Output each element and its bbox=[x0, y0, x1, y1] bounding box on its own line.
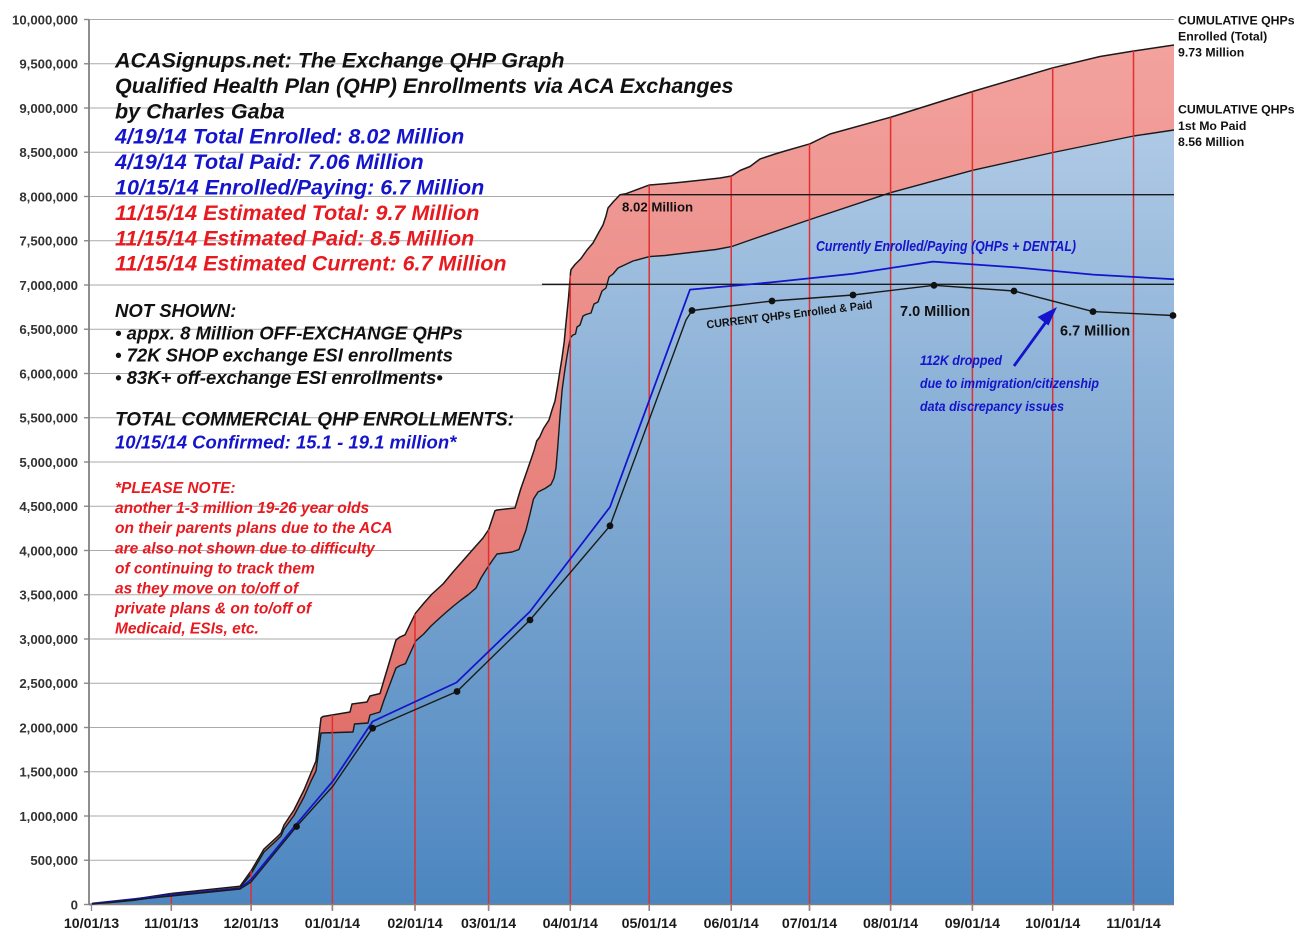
svg-text:Qualified Health Plan (QHP) En: Qualified Health Plan (QHP) Enrollments … bbox=[115, 74, 734, 98]
svg-text:7,500,000: 7,500,000 bbox=[19, 234, 78, 249]
svg-text:112K dropped: 112K dropped bbox=[920, 353, 1002, 369]
svg-text:6,500,000: 6,500,000 bbox=[19, 322, 78, 337]
svg-text:5,500,000: 5,500,000 bbox=[19, 411, 78, 426]
svg-text:another 1-3 million 19-26 year: another 1-3 million 19-26 year olds bbox=[115, 500, 369, 517]
svg-text:as they move on to/off of: as they move on to/off of bbox=[115, 581, 300, 598]
svg-text:of continuing to track them: of continuing to track them bbox=[115, 560, 315, 577]
svg-text:8,000,000: 8,000,000 bbox=[19, 189, 78, 204]
svg-text:11/01/14: 11/01/14 bbox=[1106, 916, 1161, 932]
svg-text:on their parents plans due to: on their parents plans due to the ACA bbox=[115, 520, 393, 537]
svg-text:4,000,000: 4,000,000 bbox=[19, 543, 78, 558]
svg-text:4/19/14 Total Paid: 7.06 Milli: 4/19/14 Total Paid: 7.06 Million bbox=[114, 150, 424, 174]
svg-text:09/01/14: 09/01/14 bbox=[945, 916, 1000, 932]
svg-text:11/15/14 Estimated Paid: 8.5 M: 11/15/14 Estimated Paid: 8.5 Million bbox=[115, 226, 474, 250]
svg-text:04/01/14: 04/01/14 bbox=[543, 916, 598, 932]
svg-text:10/01/13: 10/01/13 bbox=[64, 916, 119, 932]
svg-text:by Charles Gaba: by Charles Gaba bbox=[115, 99, 285, 123]
svg-text:10/15/14 Confirmed: 15.1 - 19.: 10/15/14 Confirmed: 15.1 - 19.1 million* bbox=[115, 432, 457, 453]
svg-text:• appx. 8 Million OFF-EXCHANGE: • appx. 8 Million OFF-EXCHANGE QHPs bbox=[115, 322, 463, 343]
svg-text:4/19/14 Total Enrolled: 8.02 M: 4/19/14 Total Enrolled: 8.02 Million bbox=[114, 125, 464, 149]
svg-text:due to immigration/citizenship: due to immigration/citizenship bbox=[920, 376, 1099, 392]
svg-text:8.02 Million: 8.02 Million bbox=[622, 200, 693, 215]
svg-text:2,500,000: 2,500,000 bbox=[19, 676, 78, 691]
svg-text:1st Mo Paid: 1st Mo Paid bbox=[1178, 119, 1246, 133]
svg-text:Enrolled (Total): Enrolled (Total) bbox=[1178, 30, 1267, 44]
svg-text:5,000,000: 5,000,000 bbox=[19, 455, 78, 470]
svg-text:• 83K+ off-exchange ESI enroll: • 83K+ off-exchange ESI enrollments• bbox=[115, 367, 443, 388]
svg-text:05/01/14: 05/01/14 bbox=[622, 916, 677, 932]
svg-text:8.56 Million: 8.56 Million bbox=[1178, 135, 1244, 149]
svg-text:11/15/14 Estimated Current: 6.: 11/15/14 Estimated Current: 6.7 Million bbox=[115, 252, 507, 276]
svg-text:7,000,000: 7,000,000 bbox=[19, 278, 78, 293]
svg-text:CUMULATIVE QHPs: CUMULATIVE QHPs bbox=[1178, 14, 1295, 28]
svg-text:7.0 Million: 7.0 Million bbox=[900, 304, 970, 320]
svg-text:10/15/14 Enrolled/Paying: 6.7: 10/15/14 Enrolled/Paying: 6.7 Million bbox=[115, 176, 484, 200]
svg-text:*PLEASE NOTE:: *PLEASE NOTE: bbox=[115, 480, 236, 497]
svg-text:11/15/14 Estimated Total: 9.7: 11/15/14 Estimated Total: 9.7 Million bbox=[115, 201, 479, 225]
svg-text:• 72K SHOP exchange ESI enroll: • 72K SHOP exchange ESI enrollments bbox=[115, 345, 453, 366]
svg-text:0: 0 bbox=[71, 897, 78, 912]
svg-text:TOTAL COMMERCIAL QHP ENROLLMEN: TOTAL COMMERCIAL QHP ENROLLMENTS: bbox=[115, 410, 514, 431]
svg-text:3,500,000: 3,500,000 bbox=[19, 588, 78, 603]
svg-text:500,000: 500,000 bbox=[30, 853, 78, 868]
svg-text:6.7 Million: 6.7 Million bbox=[1060, 324, 1130, 340]
svg-text:9.73 Million: 9.73 Million bbox=[1178, 46, 1244, 60]
svg-text:10,000,000: 10,000,000 bbox=[12, 12, 78, 27]
svg-text:07/01/14: 07/01/14 bbox=[782, 916, 837, 932]
svg-text:12/01/13: 12/01/13 bbox=[223, 916, 278, 932]
svg-text:01/01/14: 01/01/14 bbox=[305, 916, 360, 932]
svg-text:06/01/14: 06/01/14 bbox=[704, 916, 759, 932]
svg-text:8,500,000: 8,500,000 bbox=[19, 145, 78, 160]
svg-text:CUMULATIVE QHPs: CUMULATIVE QHPs bbox=[1178, 103, 1295, 117]
svg-text:08/01/14: 08/01/14 bbox=[863, 916, 918, 932]
svg-text:1,000,000: 1,000,000 bbox=[19, 809, 78, 824]
svg-text:data discrepancy issues: data discrepancy issues bbox=[920, 399, 1064, 415]
svg-text:2,000,000: 2,000,000 bbox=[19, 720, 78, 735]
svg-text:4,500,000: 4,500,000 bbox=[19, 499, 78, 514]
svg-text:03/01/14: 03/01/14 bbox=[461, 916, 516, 932]
svg-text:10/01/14: 10/01/14 bbox=[1025, 916, 1080, 932]
svg-text:11/01/13: 11/01/13 bbox=[144, 916, 199, 932]
svg-text:NOT SHOWN:: NOT SHOWN: bbox=[115, 300, 236, 321]
svg-text:02/01/14: 02/01/14 bbox=[387, 916, 442, 932]
svg-text:private plans & on to/off of: private plans & on to/off of bbox=[114, 601, 313, 618]
svg-text:1,500,000: 1,500,000 bbox=[19, 765, 78, 780]
svg-text:ACASignups.net: The Exchange Q: ACASignups.net: The Exchange QHP Graph bbox=[114, 49, 565, 73]
svg-text:Currently Enrolled/Paying (QHP: Currently Enrolled/Paying (QHPs + DENTAL… bbox=[816, 238, 1076, 255]
svg-text:are also not shown due to diff: are also not shown due to difficulty bbox=[115, 540, 376, 557]
svg-text:9,000,000: 9,000,000 bbox=[19, 101, 78, 116]
svg-text:3,000,000: 3,000,000 bbox=[19, 632, 78, 647]
svg-text:Medicaid, ESIs, etc.: Medicaid, ESIs, etc. bbox=[115, 621, 259, 638]
svg-text:6,000,000: 6,000,000 bbox=[19, 366, 78, 381]
svg-text:9,500,000: 9,500,000 bbox=[19, 57, 78, 72]
